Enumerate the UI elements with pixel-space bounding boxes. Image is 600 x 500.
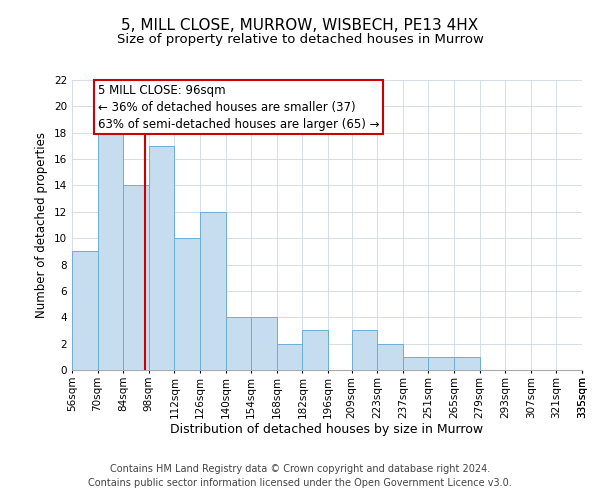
Bar bbox=[428, 357, 454, 370]
Bar bbox=[175, 238, 200, 370]
Bar bbox=[352, 330, 377, 370]
Bar bbox=[302, 330, 328, 370]
Y-axis label: Number of detached properties: Number of detached properties bbox=[35, 132, 49, 318]
Bar bbox=[200, 212, 226, 370]
Bar bbox=[98, 132, 123, 370]
Bar bbox=[277, 344, 302, 370]
Bar bbox=[377, 344, 403, 370]
Text: 5, MILL CLOSE, MURROW, WISBECH, PE13 4HX: 5, MILL CLOSE, MURROW, WISBECH, PE13 4HX bbox=[121, 18, 479, 32]
Bar bbox=[72, 252, 98, 370]
Bar bbox=[149, 146, 175, 370]
Bar bbox=[454, 357, 479, 370]
Text: Contains HM Land Registry data © Crown copyright and database right 2024.
Contai: Contains HM Land Registry data © Crown c… bbox=[88, 464, 512, 487]
Bar bbox=[251, 318, 277, 370]
Bar bbox=[226, 318, 251, 370]
Bar bbox=[123, 186, 149, 370]
Bar bbox=[403, 357, 428, 370]
Text: Size of property relative to detached houses in Murrow: Size of property relative to detached ho… bbox=[116, 32, 484, 46]
X-axis label: Distribution of detached houses by size in Murrow: Distribution of detached houses by size … bbox=[170, 423, 484, 436]
Text: 5 MILL CLOSE: 96sqm
← 36% of detached houses are smaller (37)
63% of semi-detach: 5 MILL CLOSE: 96sqm ← 36% of detached ho… bbox=[98, 84, 379, 131]
